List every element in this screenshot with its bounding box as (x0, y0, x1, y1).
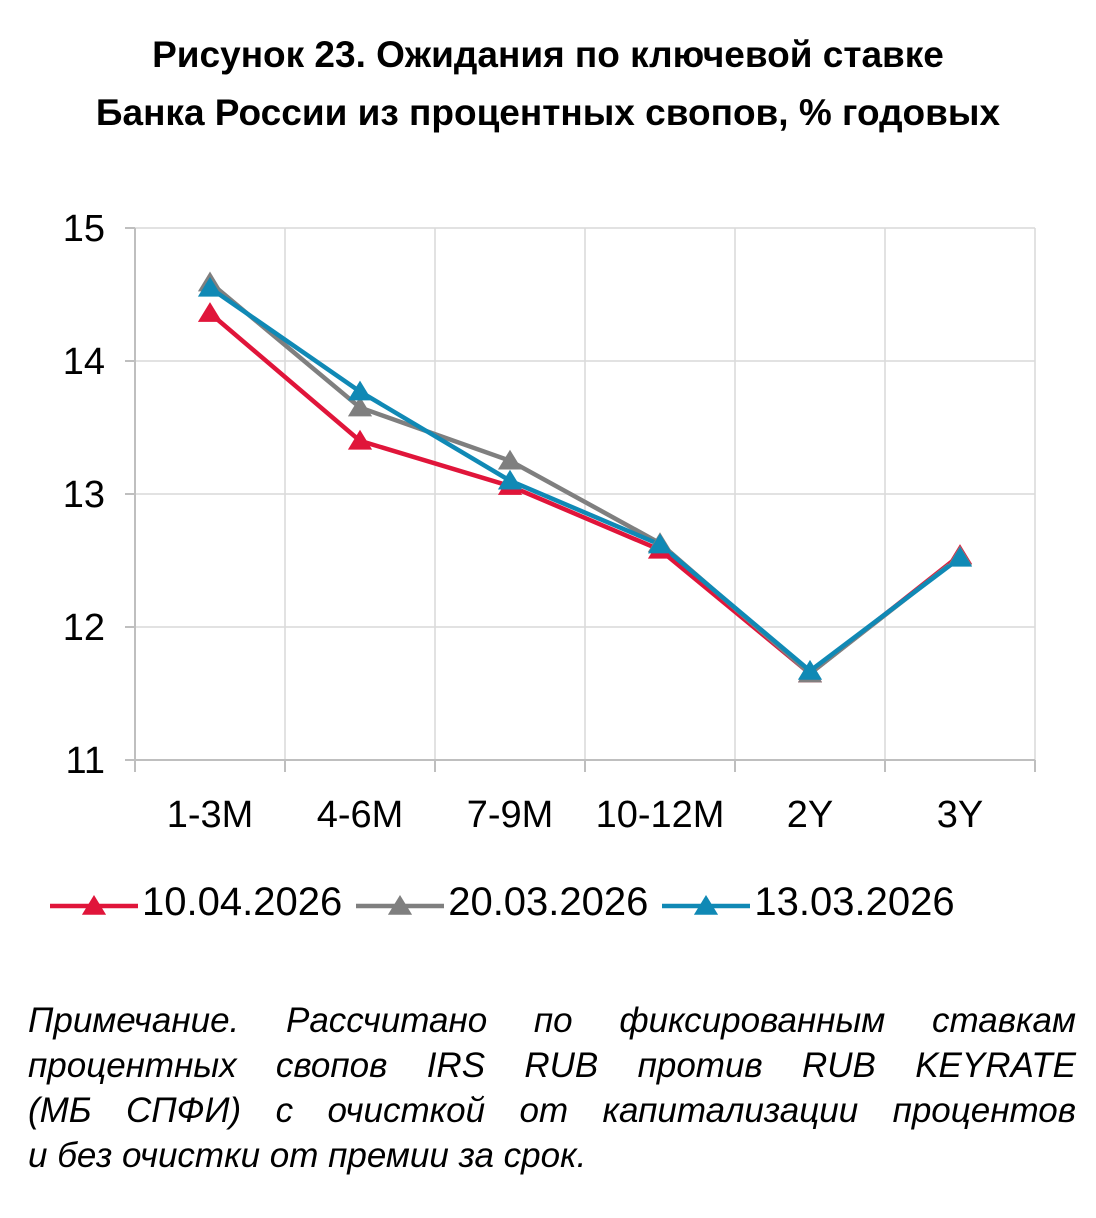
note-line: и без очистки от премии за срок. (28, 1136, 587, 1175)
note-line: (МБ СПФИ) с очисткой от капитализации пр… (28, 1091, 1076, 1130)
x-tick-label: 3Y (937, 794, 983, 836)
data-point-13.03.2026 (197, 276, 223, 297)
y-tick-label: 14 (63, 341, 105, 383)
line-chart: 11 12 13 14 15 1-3M 4-6M 7-9M 10-12M 2Y 3Y (63, 208, 1036, 836)
legend-label: 13.03.2026 (754, 880, 955, 924)
legend-marker-icon (356, 894, 445, 915)
data-point-13.03.2026 (947, 546, 973, 567)
legend-label: 10.04.2026 (142, 880, 343, 924)
legend-marker-icon (50, 894, 138, 915)
x-tick-label: 10-12M (596, 794, 725, 836)
chart-title: Рисунок 23. Ожидания по ключевой ставке … (0, 26, 1096, 142)
legend-marker-icon (662, 894, 751, 915)
chart-title-line: Банка России из процентных свопов, % год… (95, 92, 1001, 133)
chart-note: Примечание. Рассчитано по фиксированным … (28, 998, 1076, 1178)
x-tick-label: 7-9M (467, 794, 554, 836)
note-line: Примечание. Рассчитано по фиксированным … (28, 1001, 1076, 1040)
legend-item: 13.03.2026 (662, 880, 955, 925)
x-tick-label: 4-6M (317, 794, 404, 836)
legend-item: 10.04.2026 (50, 880, 342, 925)
x-tick-label: 1-3M (167, 794, 254, 836)
legend: 10.04.2026 20.03.2026 13.03.2026 (50, 880, 1050, 925)
y-tick-label: 15 (63, 208, 105, 250)
data-point-10.04.2026 (197, 302, 223, 322)
data-point-20.03.2026 (497, 449, 523, 470)
note-line: процентных свопов IRS RUB против RUB KEY… (28, 1046, 1076, 1085)
x-tick-label: 2Y (787, 794, 833, 836)
data-point-20.03.2026 (347, 396, 373, 417)
data-point-13.03.2026 (347, 380, 373, 401)
series-line-13.03.2026 (208, 285, 962, 674)
data-point-13.03.2026 (647, 533, 673, 554)
legend-label: 20.03.2026 (448, 880, 649, 924)
data-point-10.04.2026 (347, 429, 373, 450)
y-tick-label: 12 (63, 607, 105, 649)
y-tick-label: 13 (63, 474, 105, 516)
data-point-13.03.2026 (797, 659, 823, 680)
chart-title-line: Рисунок 23. Ожидания по ключевой ставке (152, 34, 944, 75)
data-point-13.03.2026 (497, 469, 523, 490)
legend-item: 20.03.2026 (356, 880, 648, 925)
y-tick-label: 11 (66, 740, 105, 782)
